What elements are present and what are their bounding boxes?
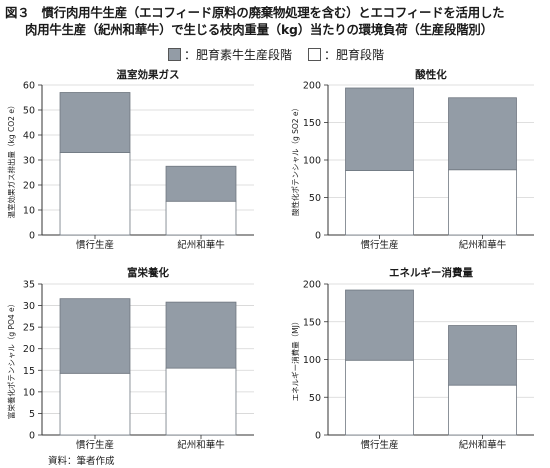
y-axis-label: 富栄養化ポテンシャル（g PO4 e） bbox=[6, 300, 16, 419]
y-tick-label: 40 bbox=[23, 131, 35, 142]
bar-segment-calf-production bbox=[448, 97, 517, 171]
y-tick-label: 0 bbox=[29, 431, 35, 442]
figure-title: 図３ 慣行肉用牛生産（エコフィード原料の廃棄物処理を含む）とエコフィードを活用し… bbox=[5, 4, 550, 38]
legend-label-fattening-calf: ：肥育素牛生産段階 bbox=[184, 48, 293, 62]
bar-segment-calf-production bbox=[345, 289, 414, 361]
legend-swatch-fattening bbox=[308, 48, 322, 61]
y-tick-label: 10 bbox=[23, 387, 35, 398]
y-tick-label: 0 bbox=[29, 231, 35, 242]
chart-title: 酸性化 bbox=[415, 68, 447, 81]
bar-segment-calf-production bbox=[165, 165, 237, 202]
y-tick-label: 20 bbox=[23, 181, 35, 192]
bar-segment-fattening bbox=[345, 359, 414, 436]
y-tick-label: 100 bbox=[303, 156, 321, 167]
y-tick-label: 100 bbox=[303, 355, 321, 366]
y-tick-label: 35 bbox=[23, 280, 35, 291]
y-axis-label: 酸性化ポテンシャル（g SO2 e） bbox=[290, 104, 300, 216]
y-tick-label: 20 bbox=[23, 344, 35, 355]
bar-segment-calf-production bbox=[345, 87, 414, 171]
bar-segment-calf-production bbox=[59, 92, 131, 153]
title-line-2: 肉用牛生産（紀州和華牛）で生じる枝肉重量（kg）当たりの環境負荷（生産段階別） bbox=[25, 22, 493, 37]
y-tick-label: 200 bbox=[303, 280, 321, 291]
title-line-1: 図３ 慣行肉用牛生産（エコフィード原料の廃棄物処理を含む）とエコフィードを活用し… bbox=[5, 5, 505, 20]
y-tick-label: 200 bbox=[303, 81, 321, 92]
y-tick-label: 0 bbox=[315, 431, 321, 442]
legend-swatch-fattening-calf bbox=[168, 48, 181, 61]
y-tick-label: 25 bbox=[23, 323, 35, 334]
legend: ：肥育素牛生産段階 ：肥育段階 bbox=[168, 46, 384, 63]
y-tick-label: 150 bbox=[303, 317, 321, 328]
x-tick-label: 慣行生産 bbox=[76, 239, 114, 251]
bar-segment-calf-production bbox=[448, 325, 517, 386]
bar-segment-fattening bbox=[448, 384, 517, 436]
x-tick-label: 紀州和華牛 bbox=[177, 439, 225, 451]
x-tick-label: 慣行生産 bbox=[360, 439, 398, 451]
y-tick-label: 50 bbox=[309, 193, 321, 204]
bar-segment-fattening bbox=[448, 169, 517, 236]
bar-segment-fattening bbox=[59, 152, 131, 236]
y-tick-label: 15 bbox=[23, 366, 35, 377]
y-axis-label: エネルギー消費量（MJ） bbox=[290, 318, 300, 402]
y-tick-label: 150 bbox=[303, 118, 321, 129]
chart-title: 温室効果ガス bbox=[117, 68, 180, 81]
y-tick-label: 30 bbox=[23, 301, 35, 312]
y-tick-label: 0 bbox=[315, 231, 321, 242]
bar-segment-fattening bbox=[165, 200, 237, 236]
x-tick-label: 紀州和華牛 bbox=[459, 439, 507, 451]
x-tick-label: 紀州和華牛 bbox=[459, 239, 507, 251]
y-axis-label: 温室効果ガス排出量（kg CO2 e） bbox=[6, 102, 16, 219]
legend-label-fattening: ：肥育段階 bbox=[324, 48, 385, 62]
chart-title: 富栄養化 bbox=[127, 266, 169, 279]
y-tick-label: 5 bbox=[29, 409, 35, 420]
y-tick-label: 10 bbox=[23, 206, 35, 217]
x-tick-label: 慣行生産 bbox=[360, 239, 398, 251]
bar-segment-fattening bbox=[59, 372, 131, 436]
bar-segment-fattening bbox=[345, 170, 414, 236]
x-tick-label: 慣行生産 bbox=[76, 439, 114, 451]
x-tick-label: 紀州和華牛 bbox=[177, 239, 225, 251]
y-tick-label: 50 bbox=[23, 106, 35, 117]
bar-segment-calf-production bbox=[59, 298, 131, 374]
source-note: 資料：筆者作成 bbox=[48, 456, 115, 467]
y-tick-label: 60 bbox=[23, 81, 35, 92]
y-tick-label: 50 bbox=[309, 393, 321, 404]
bar-segment-calf-production bbox=[165, 301, 237, 369]
y-tick-label: 30 bbox=[23, 156, 35, 167]
chart-title: エネルギー消費量 bbox=[389, 266, 473, 279]
